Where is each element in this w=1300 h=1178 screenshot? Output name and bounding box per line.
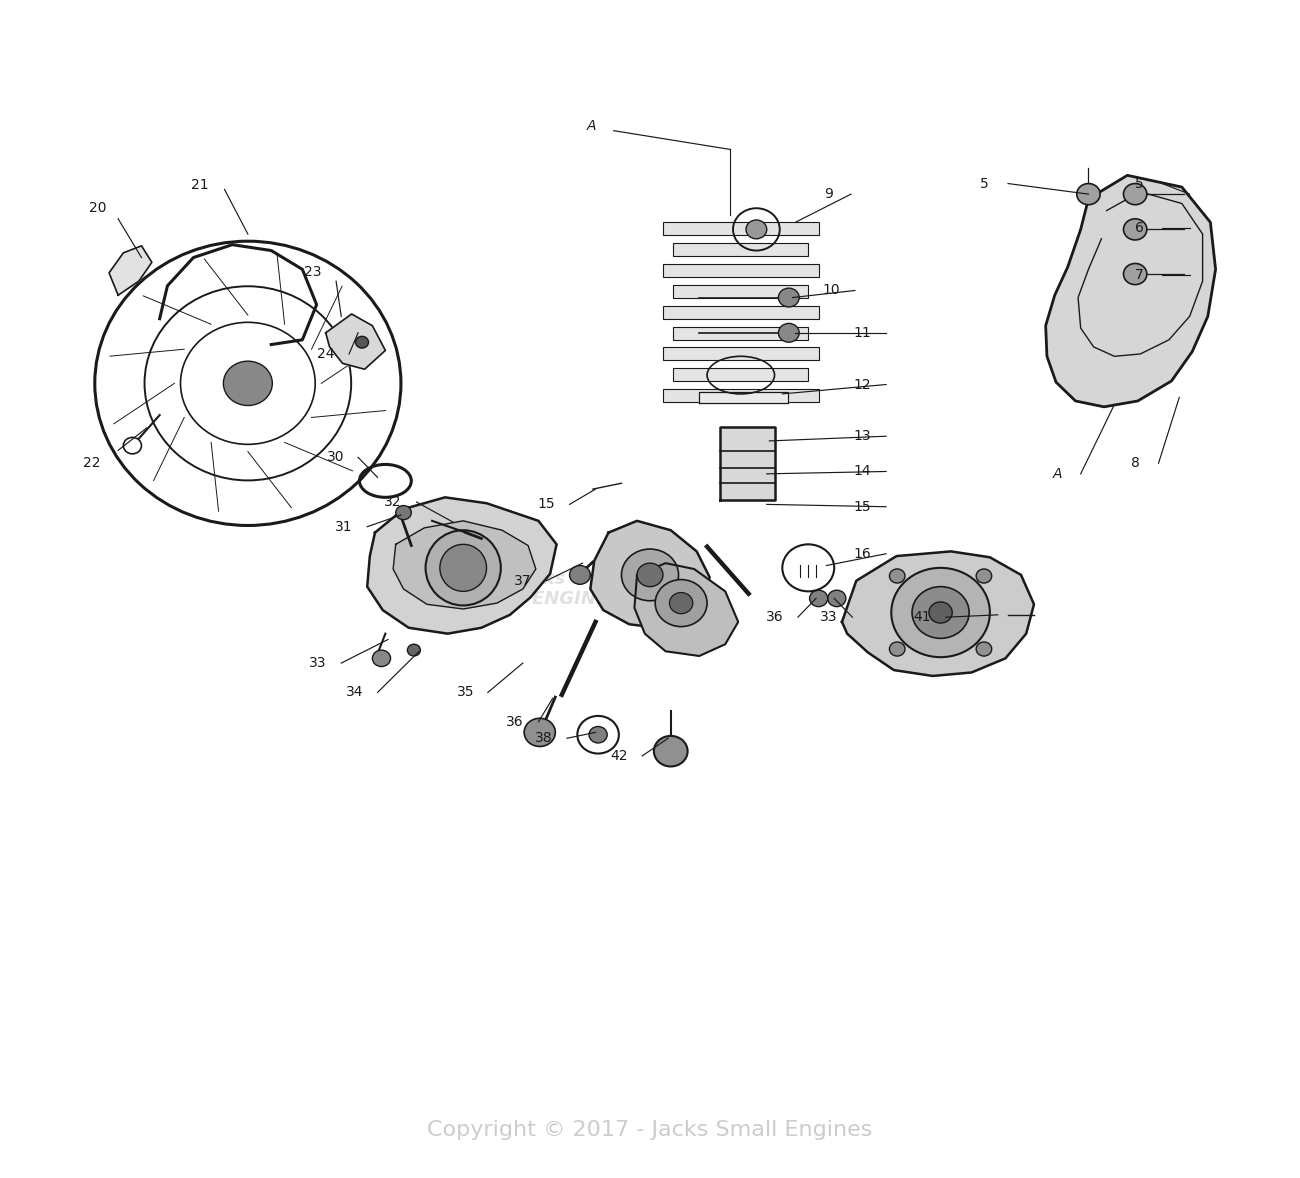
Circle shape — [589, 727, 607, 743]
Text: 5: 5 — [980, 177, 989, 191]
Text: 15: 15 — [537, 497, 555, 511]
Text: 6: 6 — [1135, 221, 1144, 236]
Polygon shape — [634, 563, 738, 656]
Text: Jacks
SMALL ENGINES: Jacks SMALL ENGINES — [458, 570, 621, 608]
Circle shape — [355, 337, 368, 348]
Circle shape — [670, 593, 693, 614]
Text: 11: 11 — [854, 326, 871, 339]
Polygon shape — [590, 521, 710, 628]
Circle shape — [569, 565, 590, 584]
Text: A: A — [1053, 466, 1062, 481]
Circle shape — [524, 719, 555, 747]
Text: 12: 12 — [854, 377, 871, 391]
Polygon shape — [326, 315, 385, 369]
Text: 36: 36 — [506, 715, 524, 729]
FancyBboxPatch shape — [673, 369, 809, 382]
Text: 32: 32 — [385, 495, 402, 509]
Text: 16: 16 — [854, 547, 871, 561]
Text: 38: 38 — [534, 732, 552, 746]
Text: 10: 10 — [823, 284, 840, 298]
Circle shape — [976, 642, 992, 656]
Circle shape — [746, 220, 767, 239]
Text: 20: 20 — [88, 201, 107, 216]
Circle shape — [621, 549, 679, 601]
Text: 30: 30 — [328, 450, 345, 464]
FancyBboxPatch shape — [663, 223, 819, 236]
Text: 42: 42 — [610, 749, 628, 763]
Text: 34: 34 — [346, 686, 363, 700]
Circle shape — [654, 736, 688, 767]
Text: 8: 8 — [1131, 456, 1140, 470]
Polygon shape — [720, 426, 775, 499]
Circle shape — [779, 324, 800, 342]
Text: 24: 24 — [317, 348, 334, 360]
Text: 9: 9 — [824, 187, 833, 201]
Circle shape — [930, 602, 953, 623]
Text: 31: 31 — [335, 519, 352, 534]
Polygon shape — [699, 391, 788, 403]
Text: 22: 22 — [83, 456, 101, 470]
FancyBboxPatch shape — [673, 326, 809, 339]
Circle shape — [889, 642, 905, 656]
FancyBboxPatch shape — [663, 306, 819, 319]
Text: 33: 33 — [309, 656, 326, 670]
FancyBboxPatch shape — [663, 348, 819, 360]
Polygon shape — [393, 521, 536, 609]
Circle shape — [913, 587, 968, 638]
Text: 36: 36 — [766, 610, 784, 624]
Text: 35: 35 — [458, 686, 474, 700]
Polygon shape — [842, 551, 1034, 676]
Text: 33: 33 — [820, 610, 837, 624]
Circle shape — [889, 569, 905, 583]
Text: 37: 37 — [514, 574, 532, 588]
Circle shape — [892, 568, 989, 657]
Text: 41: 41 — [914, 610, 931, 624]
Text: 13: 13 — [854, 429, 871, 443]
Text: A: A — [586, 119, 597, 133]
Polygon shape — [1045, 176, 1216, 406]
Text: 23: 23 — [304, 265, 321, 279]
Circle shape — [1123, 264, 1147, 285]
Circle shape — [976, 569, 992, 583]
Text: 5: 5 — [1135, 177, 1144, 191]
Circle shape — [224, 362, 273, 405]
Circle shape — [372, 650, 390, 667]
FancyBboxPatch shape — [673, 243, 809, 256]
Polygon shape — [109, 246, 152, 296]
Circle shape — [1076, 184, 1100, 205]
Text: 15: 15 — [854, 499, 871, 514]
FancyBboxPatch shape — [673, 285, 809, 298]
Circle shape — [655, 580, 707, 627]
Circle shape — [407, 644, 420, 656]
Polygon shape — [367, 497, 556, 634]
Text: 21: 21 — [191, 178, 209, 192]
Text: Copyright © 2017 - Jacks Small Engines: Copyright © 2017 - Jacks Small Engines — [428, 1119, 872, 1139]
FancyBboxPatch shape — [663, 264, 819, 277]
Circle shape — [637, 563, 663, 587]
Circle shape — [395, 505, 411, 519]
Ellipse shape — [439, 544, 486, 591]
Ellipse shape — [425, 530, 500, 605]
Text: 7: 7 — [1135, 269, 1144, 283]
Text: 14: 14 — [854, 464, 871, 478]
Circle shape — [810, 590, 828, 607]
Circle shape — [1123, 184, 1147, 205]
FancyBboxPatch shape — [663, 389, 819, 402]
Circle shape — [779, 289, 800, 307]
Circle shape — [828, 590, 846, 607]
Circle shape — [1123, 219, 1147, 240]
